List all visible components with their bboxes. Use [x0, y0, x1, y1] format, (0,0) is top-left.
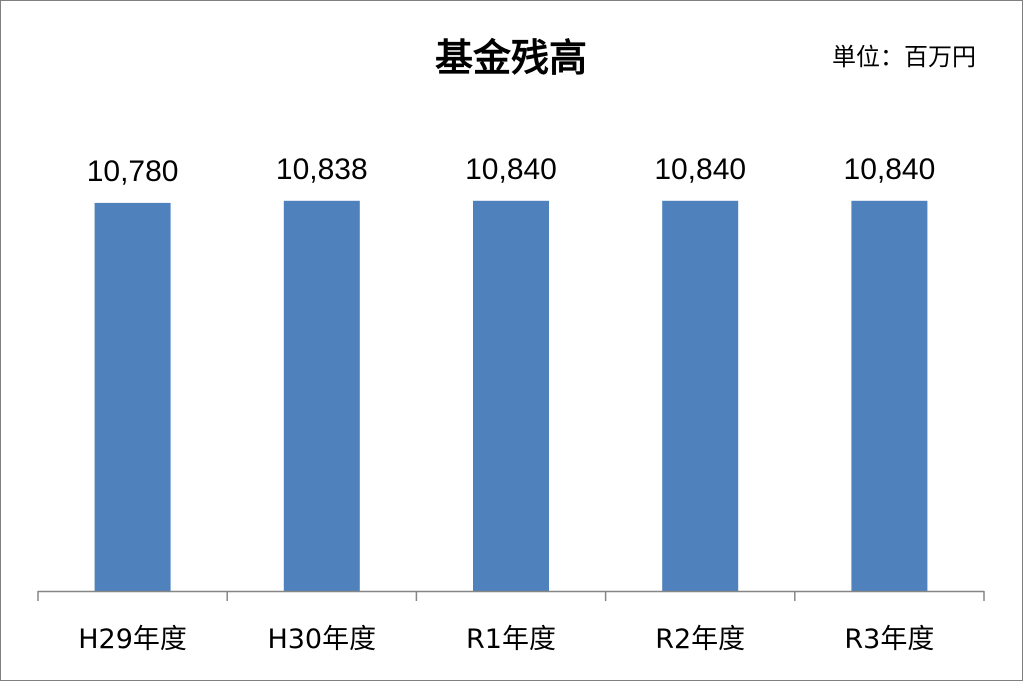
bar-2: [283, 200, 360, 592]
data-label-1: 10,780: [87, 155, 179, 188]
data-label-3: 10,840: [465, 153, 557, 186]
data-label-5: 10,840: [844, 153, 936, 186]
x-tick-label-2: H30年度: [267, 624, 376, 655]
chart-title: 基金残高: [435, 36, 587, 80]
x-tick-label-3: R1年度: [466, 624, 556, 655]
bar-5: [851, 200, 928, 592]
data-label-2: 10,838: [276, 153, 368, 186]
data-label-4: 10,840: [654, 153, 746, 186]
unit-label: 単位：百万円: [832, 43, 976, 71]
x-tick-label-1: H29年度: [78, 624, 187, 655]
bar-1: [94, 202, 171, 591]
x-tick-label-4: R2年度: [655, 624, 745, 655]
bar-3: [473, 200, 549, 592]
x-tick-label-5: R3年度: [844, 624, 934, 655]
bar-4: [662, 200, 739, 592]
plot-area: 10,780 H29年度 10,838 H30年度 10,840 R1年度 10,840 R2…: [37, 153, 985, 655]
